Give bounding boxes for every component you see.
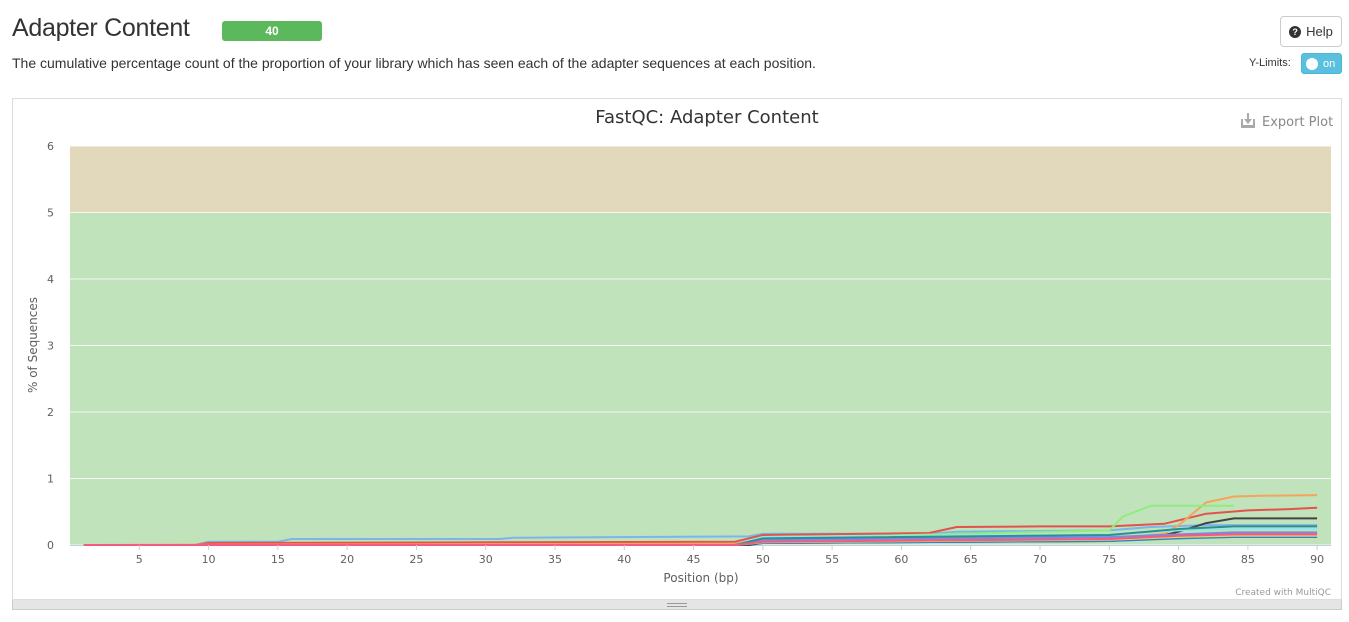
ylimits-label: Y-Limits:	[1249, 57, 1291, 69]
export-plot-button[interactable]: Export Plot	[1241, 113, 1333, 130]
y-tick-label: 4	[47, 273, 54, 286]
toggle-knob	[1306, 57, 1318, 70]
x-tick-label: 30	[479, 553, 493, 566]
x-tick-label: 25	[409, 553, 423, 566]
plot-resize-handle[interactable]	[12, 600, 1342, 610]
help-button-label: Help	[1306, 24, 1333, 39]
adapter-content-chart: 5 10 15 20 25 30 35 40 45 50 55 60 65 70 75 80 85 90 0123…	[26, 107, 1333, 598]
sample-count-badge: 40	[222, 21, 322, 41]
x-tick-label: 65	[964, 553, 978, 566]
y-tick-label: 5	[47, 207, 54, 220]
y-axis-label: % of Sequences	[26, 297, 40, 393]
x-tick-label: 55	[825, 553, 839, 566]
x-axis-label: Position (bp)	[663, 571, 738, 585]
x-tick-label: 45	[687, 553, 701, 566]
y-tick-label: 0	[47, 539, 54, 552]
section-description: The cumulative percentage count of the p…	[12, 55, 816, 71]
x-tick-label: 20	[340, 553, 354, 566]
page-title: Adapter Content	[12, 14, 190, 42]
x-tick-label: 90	[1310, 553, 1324, 566]
question-circle-icon: ?	[1289, 25, 1302, 38]
toggle-label: on	[1323, 57, 1336, 70]
x-tick-label: 10	[202, 553, 216, 566]
x-tick-label: 35	[548, 553, 562, 566]
y-tick-label: 2	[47, 406, 54, 419]
ylimits-toggle[interactable]: on	[1301, 53, 1342, 74]
y-tick-label: 6	[47, 140, 54, 153]
x-tick-label: 80	[1172, 553, 1186, 566]
x-tick-label: 40	[617, 553, 631, 566]
series-line-3	[83, 506, 1318, 546]
series-line-12	[83, 533, 1318, 546]
y-tick-label: 1	[47, 473, 54, 486]
multiqc-credit: Created with MultiQC	[1235, 588, 1331, 598]
x-tick-label: 75	[1102, 553, 1116, 566]
plot-band-1	[70, 146, 1331, 213]
y-tick-label: 3	[47, 340, 54, 353]
x-tick-label: 70	[1033, 553, 1047, 566]
x-tick-label: 50	[756, 553, 770, 566]
x-tick-label: 5	[136, 553, 143, 566]
x-tick-label: 60	[894, 553, 908, 566]
chart-title: FastQC: Adapter Content	[595, 107, 818, 128]
plot-band-0	[70, 212, 1331, 545]
x-tick-label: 15	[271, 553, 285, 566]
help-button[interactable]: ? Help	[1280, 16, 1342, 47]
x-tick-label: 85	[1241, 553, 1255, 566]
grip-icon	[667, 602, 687, 607]
download-icon	[1241, 113, 1255, 128]
export-plot-label: Export Plot	[1262, 115, 1333, 130]
